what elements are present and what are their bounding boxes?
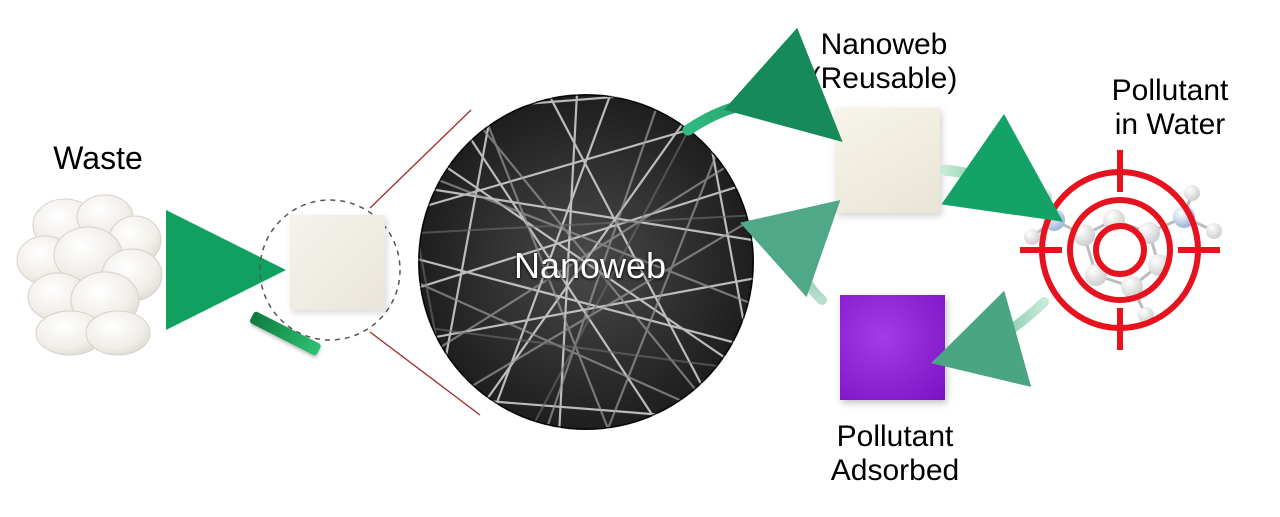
arrow-adsorbed-to-reusable <box>0 0 1280 517</box>
